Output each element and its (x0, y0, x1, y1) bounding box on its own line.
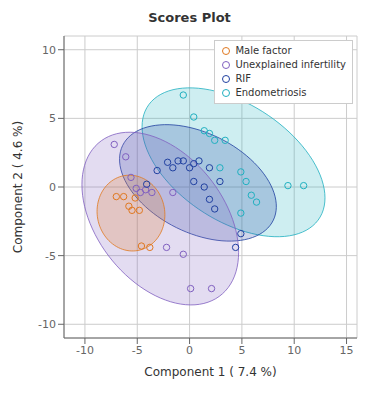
svg-text:15: 15 (340, 344, 354, 357)
html-text:Scores Plot: Scores Plot (148, 10, 231, 25)
svg-text:10: 10 (287, 344, 301, 357)
svg-text:10: 10 (42, 44, 56, 57)
svg-text:-5: -5 (45, 250, 56, 263)
svg-text:5: 5 (49, 112, 56, 125)
svg-text:0: 0 (49, 181, 56, 194)
svg-text:-5: -5 (132, 344, 143, 357)
svg-text:Component 1 ( 7.4 %): Component 1 ( 7.4 %) (144, 365, 276, 379)
svg-text:5: 5 (238, 344, 245, 357)
html-text:Endometriosis: Endometriosis (235, 87, 307, 98)
svg-text:Component 2 ( 4.6 %): Component 2 ( 4.6 %) (11, 121, 25, 253)
html-text:Male factor: Male factor (235, 45, 292, 56)
svg-text:0: 0 (186, 344, 193, 357)
svg-text:-10: -10 (38, 318, 56, 331)
html-text:Unexplained infertility: Unexplained infertility (235, 59, 346, 70)
html-text:RIF: RIF (235, 73, 251, 84)
svg-text:-10: -10 (76, 344, 94, 357)
